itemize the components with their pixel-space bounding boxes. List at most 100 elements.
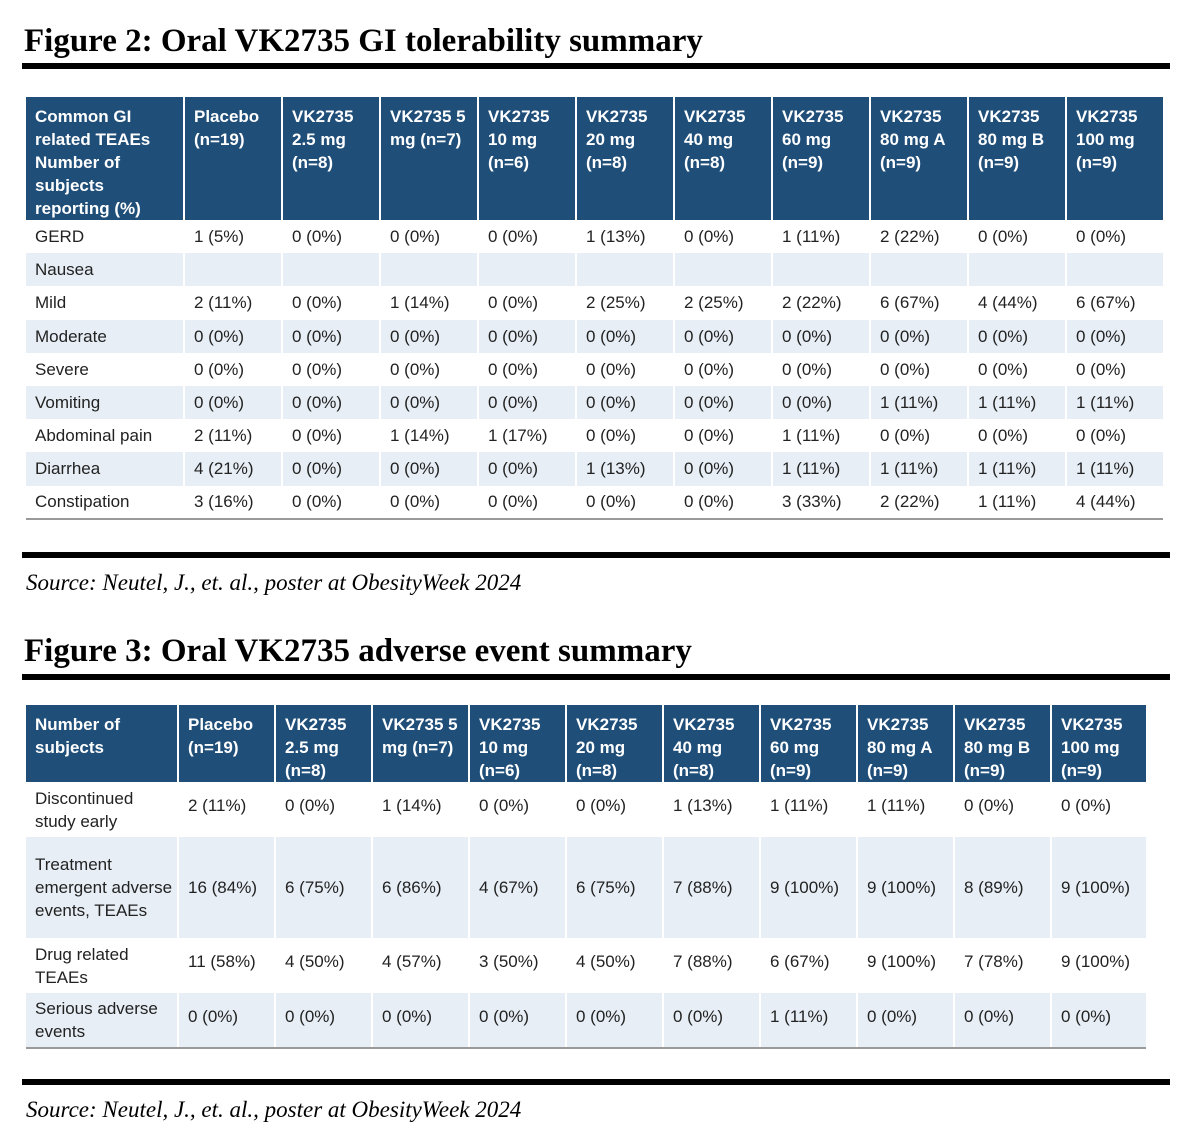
row-label: Drug related TEAEs	[26, 938, 179, 993]
column-header: Placebo (n=19)	[178, 705, 276, 782]
row-label: Treatment emergent adverse events, TEAEs	[26, 837, 179, 938]
column-header: VK2735 5 mg (n=7)	[380, 97, 479, 220]
table-cell: 0 (0%)	[968, 220, 1067, 254]
table-cell: 0 (0%)	[968, 419, 1067, 453]
table-cell: 0 (0%)	[576, 485, 675, 520]
row-label: Vomiting	[26, 385, 185, 420]
column-header: VK2735 5 mg (n=7)	[372, 705, 470, 782]
table-cell: 0 (0%)	[954, 782, 1052, 837]
table-row: Diarrhea 4 (21%) 0 (0%) 0 (0%) 0 (0%) 1 (13%)…	[26, 452, 1163, 486]
table-cell: 0 (0%)	[870, 319, 969, 353]
table-cell: 1 (17%)	[478, 419, 577, 453]
table-cell: 0 (0%)	[469, 993, 567, 1049]
table-cell: 0 (0%)	[674, 220, 773, 254]
column-header: VK2735 100 mg (n=9)	[1066, 97, 1163, 220]
table-cell: 9 (100%)	[760, 837, 858, 938]
table-cell	[1066, 253, 1163, 287]
table-cell: 0 (0%)	[380, 485, 479, 520]
row-label: Severe	[26, 352, 185, 386]
table-row: Moderate 0 (0%) 0 (0%) 0 (0%) 0 (0%) 0 (0%) 0 …	[26, 319, 1163, 353]
column-header: VK2735 80 mg B (n=9)	[954, 705, 1052, 782]
table-cell: 9 (100%)	[857, 938, 955, 993]
table-cell: 0 (0%)	[566, 993, 664, 1049]
table-cell: 0 (0%)	[282, 220, 381, 254]
table-cell: 9 (100%)	[1051, 837, 1146, 938]
table-cell: 0 (0%)	[380, 385, 479, 420]
table-cell: 0 (0%)	[576, 352, 675, 386]
table-cell: 2 (11%)	[178, 782, 276, 837]
table-cell: 1 (11%)	[1066, 385, 1163, 420]
table-cell: 6 (67%)	[1066, 286, 1163, 320]
table-cell: 1 (14%)	[372, 782, 470, 837]
row-label: Discontinued study early	[26, 782, 179, 837]
column-header: Placebo (n=19)	[184, 97, 283, 220]
column-header: VK2735 80 mg A (n=9)	[857, 705, 955, 782]
table-cell: 0 (0%)	[282, 419, 381, 453]
table-cell: 0 (0%)	[282, 452, 381, 486]
table-cell: 2 (11%)	[184, 419, 283, 453]
table-cell: 0 (0%)	[870, 352, 969, 386]
column-header: VK2735 10 mg (n=6)	[469, 705, 567, 782]
table-cell: 0 (0%)	[566, 782, 664, 837]
table-cell: 0 (0%)	[372, 993, 470, 1049]
table-row: Constipation 3 (16%) 0 (0%) 0 (0%) 0 (0%) 0 (…	[26, 485, 1163, 520]
table-row: Mild 2 (11%) 0 (0%) 1 (14%) 0 (0%) 2 (25%) 2 (…	[26, 286, 1163, 320]
table-cell: 7 (78%)	[954, 938, 1052, 993]
table-cell: 1 (11%)	[870, 452, 969, 486]
row-label: Constipation	[26, 485, 185, 520]
column-header: VK2735 40 mg (n=8)	[674, 97, 773, 220]
table-cell: 0 (0%)	[380, 319, 479, 353]
table-cell: 0 (0%)	[478, 385, 577, 420]
table-cell: 0 (0%)	[282, 485, 381, 520]
table-cell: 0 (0%)	[857, 993, 955, 1049]
figure-2-top-rule	[22, 63, 1170, 69]
table-cell: 0 (0%)	[576, 385, 675, 420]
table-cell: 0 (0%)	[380, 452, 479, 486]
table-cell: 0 (0%)	[954, 993, 1052, 1049]
table-cell: 4 (67%)	[469, 837, 567, 938]
table-cell: 0 (0%)	[1066, 319, 1163, 353]
table-cell: 1 (14%)	[380, 419, 479, 453]
table-cell: 2 (22%)	[772, 286, 871, 320]
table-cell: 0 (0%)	[275, 993, 373, 1049]
column-header: Number of subjects	[26, 705, 179, 782]
table-cell: 0 (0%)	[576, 319, 675, 353]
figure-3-bottom-rule	[22, 1079, 1170, 1085]
table-cell: 1 (13%)	[663, 782, 761, 837]
table-cell: 3 (16%)	[184, 485, 283, 520]
table-cell: 2 (11%)	[184, 286, 283, 320]
table-cell: 0 (0%)	[282, 352, 381, 386]
table-cell	[870, 253, 969, 287]
table-cell: 0 (0%)	[968, 319, 1067, 353]
table-cell: 0 (0%)	[674, 419, 773, 453]
adverse-event-table: Number of subjects Placebo (n=19) VK2735…	[26, 705, 1146, 1049]
table-cell: 4 (21%)	[184, 452, 283, 486]
table-cell: 1 (11%)	[772, 220, 871, 254]
table-cell: 4 (50%)	[275, 938, 373, 993]
column-header: VK2735 20 mg (n=8)	[576, 97, 675, 220]
table-cell: 0 (0%)	[184, 352, 283, 386]
table-cell: 0 (0%)	[674, 452, 773, 486]
table-cell: 1 (13%)	[576, 220, 675, 254]
table-row: Severe 0 (0%) 0 (0%) 0 (0%) 0 (0%) 0 (0%) 0 (0…	[26, 352, 1163, 386]
figure-3-title: Figure 3: Oral VK2735 adverse event summ…	[24, 633, 692, 669]
table-cell: 6 (86%)	[372, 837, 470, 938]
table-cell: 4 (44%)	[1066, 485, 1163, 520]
column-header: VK2735 60 mg (n=9)	[760, 705, 858, 782]
table-cell: 0 (0%)	[380, 352, 479, 386]
table-cell: 0 (0%)	[674, 385, 773, 420]
table-cell: 2 (22%)	[870, 220, 969, 254]
table-cell: 0 (0%)	[1066, 419, 1163, 453]
row-label: Serious adverse events	[26, 993, 179, 1049]
table-cell	[968, 253, 1067, 287]
table-cell: 0 (0%)	[184, 319, 283, 353]
figure-3-source: Source: Neutel, J., et. al., poster at O…	[26, 1097, 522, 1122]
table-cell: 7 (88%)	[663, 938, 761, 993]
table-cell: 9 (100%)	[1051, 938, 1146, 993]
table-cell: 0 (0%)	[282, 286, 381, 320]
column-header: VK2735 20 mg (n=8)	[566, 705, 664, 782]
table-cell: 1 (14%)	[380, 286, 479, 320]
table-cell: 4 (50%)	[566, 938, 664, 993]
row-label: Diarrhea	[26, 452, 185, 486]
table-cell: 1 (11%)	[1066, 452, 1163, 486]
